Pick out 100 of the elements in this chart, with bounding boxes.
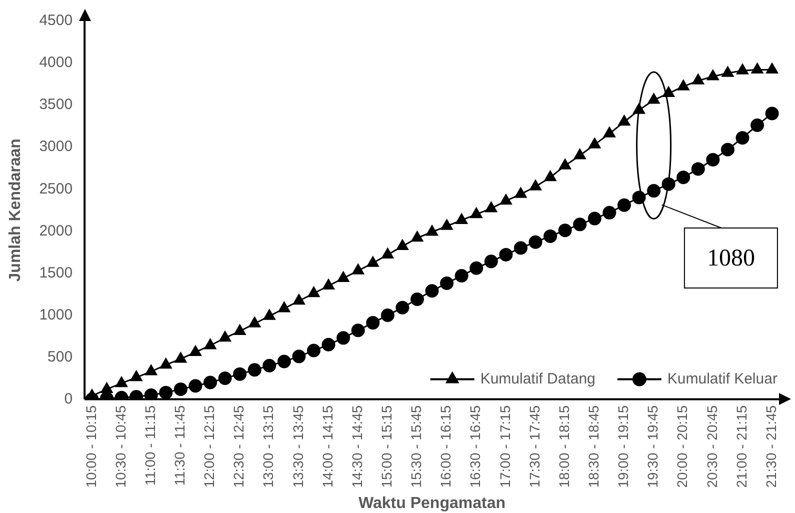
point — [440, 276, 454, 290]
point — [485, 202, 498, 212]
point — [366, 256, 379, 267]
point — [499, 248, 513, 262]
point — [456, 213, 468, 224]
point — [380, 308, 394, 322]
point — [426, 225, 438, 236]
x-tick-label: 19:30 - 19:45 — [644, 405, 661, 488]
x-tick-label: 19:00 - 19:15 — [615, 405, 632, 488]
point — [292, 350, 306, 364]
point — [204, 338, 216, 350]
x-tick-label: 16:30 - 16:45 — [467, 405, 484, 488]
y-tick-label: 0 — [64, 390, 73, 408]
point — [588, 212, 602, 226]
point — [262, 358, 276, 372]
point — [248, 316, 261, 328]
point — [603, 126, 616, 138]
point — [174, 352, 187, 363]
x-tick-label: 18:00 - 18:15 — [556, 405, 572, 488]
point — [322, 338, 336, 352]
y-tick-label: 2500 — [39, 180, 73, 198]
point — [440, 219, 453, 230]
point — [470, 261, 484, 275]
point — [336, 331, 350, 345]
point — [160, 358, 172, 369]
x-tick-label: 18:30 - 18:45 — [585, 405, 602, 488]
x-tick-label: 21:00 - 21:15 — [733, 405, 750, 488]
point — [351, 324, 365, 338]
x-tick-label: 14:30 - 14:45 — [348, 405, 365, 488]
x-tick-label: 15:00 - 15:15 — [378, 405, 395, 488]
point — [382, 248, 394, 258]
point — [366, 316, 380, 330]
point — [766, 63, 778, 74]
annotation: 1080 — [706, 245, 755, 272]
point — [425, 284, 439, 298]
point — [750, 118, 764, 132]
point — [722, 66, 734, 77]
point — [588, 138, 601, 148]
point — [174, 382, 188, 396]
point — [278, 302, 290, 312]
y-tick-label: 2000 — [39, 222, 73, 240]
y-tick-label: 4500 — [39, 12, 73, 30]
point — [617, 198, 631, 212]
point — [190, 345, 202, 356]
point — [263, 309, 276, 320]
point — [130, 370, 142, 382]
point — [528, 235, 542, 249]
x-tick-label: 17:00 - 17:15 — [496, 405, 513, 488]
point — [116, 376, 128, 388]
y-tick-label: 4000 — [39, 54, 73, 72]
y-tick-label: 1000 — [39, 306, 73, 324]
point — [514, 241, 528, 255]
y-tick-label: 500 — [48, 348, 73, 366]
point — [396, 300, 410, 314]
point — [500, 194, 512, 205]
point — [454, 268, 468, 282]
x-tick-label: 12:00 - 12:15 — [201, 405, 218, 488]
x-tick-label: 13:30 - 13:45 — [290, 405, 306, 488]
x-tick-label: 20:30 - 20:45 — [704, 405, 720, 488]
point — [662, 86, 675, 98]
point — [484, 254, 498, 268]
x-tick-label: 21:30 - 21:45 — [762, 405, 779, 488]
point — [692, 74, 704, 84]
legend-label: Kumulatif Datang — [480, 370, 596, 388]
point — [736, 131, 750, 145]
y-tick-label: 3500 — [39, 96, 73, 114]
point — [293, 294, 305, 305]
point — [736, 64, 748, 74]
point — [100, 382, 113, 393]
point — [277, 354, 291, 368]
x-tick-label: 20:00 - 20:15 — [674, 405, 690, 488]
x-tick-label: 10:00 - 10:15 — [82, 405, 99, 488]
y-tick-label: 3000 — [39, 138, 73, 156]
x-tick-label: 13:00 - 13:15 — [260, 405, 276, 488]
x-tick-label: 10:30 - 10:45 — [112, 405, 128, 488]
point — [765, 106, 779, 120]
point — [691, 162, 705, 176]
y-tick-label: 1500 — [39, 264, 73, 282]
point — [676, 170, 690, 184]
point — [234, 324, 246, 335]
point — [544, 229, 558, 243]
point — [411, 231, 424, 242]
x-tick-label: 16:00 - 16:15 — [438, 405, 454, 488]
point — [559, 158, 572, 170]
x-tick-label: 14:00 - 14:15 — [319, 405, 336, 488]
legend-label: Kumulatif Keluar — [667, 370, 778, 388]
point — [188, 379, 202, 393]
point — [233, 367, 247, 381]
x-tick-label: 12:30 - 12:45 — [230, 405, 247, 488]
point — [144, 388, 158, 400]
point — [514, 187, 527, 198]
point — [706, 152, 720, 166]
x-tick-label: 11:00 - 11:15 — [142, 405, 158, 486]
point — [396, 240, 408, 250]
point — [574, 148, 586, 160]
point — [322, 279, 334, 290]
point — [751, 63, 764, 74]
point — [677, 80, 690, 90]
point — [558, 224, 572, 238]
point — [618, 115, 630, 126]
